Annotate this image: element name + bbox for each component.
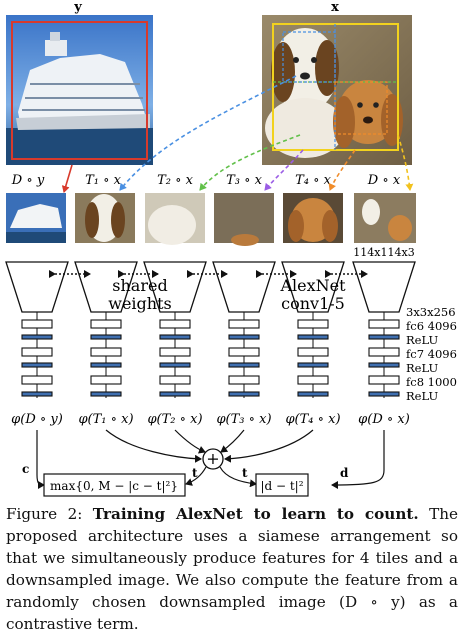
arrow-ship-to-dy: [61, 164, 73, 193]
arrow-tile3: [264, 149, 304, 191]
tile-ship: [6, 193, 66, 243]
tile-dx: [354, 193, 416, 243]
conv-layers: [5, 261, 416, 313]
conv-block-4: [212, 261, 276, 313]
conv-block-1: [5, 261, 69, 313]
tile-label-t1-x: T₁ ∘ x: [85, 173, 122, 188]
layer-label-conv-out: 3x3x256: [406, 305, 456, 319]
ship-image: [6, 15, 153, 165]
arrow-dx: [397, 134, 414, 191]
caption-prefix: Figure 2:: [6, 505, 93, 523]
loss-right-box: |d − t|²: [255, 473, 309, 497]
layer-label-fc6: fc6 4096: [406, 319, 457, 333]
tile-arrows: [61, 75, 414, 193]
loss-left-input-t: t: [192, 466, 198, 480]
size-label: 114x114x3: [353, 246, 414, 259]
feature-t4-x: φ(T₄ ∘ x): [285, 412, 340, 427]
feature-t1-x: φ(T₁ ∘ x): [78, 412, 133, 427]
layer-label-relu-3: ReLU: [406, 389, 438, 403]
fc-stacks: [21, 312, 400, 398]
loss-left-input-c: c: [22, 462, 29, 476]
feature-d-x: φ(D ∘ x): [358, 412, 410, 427]
alexnet-label: AlexNet conv1-5: [279, 276, 346, 313]
sum-node: +: [202, 448, 224, 470]
layer-label-relu-2: ReLU: [406, 361, 438, 375]
layer-label-fc8: fc8 1000: [406, 375, 457, 389]
tile-label-t2-x: T₂ ∘ x: [157, 173, 194, 188]
sum-symbol: +: [206, 449, 219, 468]
label-x: x: [331, 0, 339, 15]
svg-text:AlexNet: AlexNet: [279, 276, 346, 295]
tile-label-t3-x: T₃ ∘ x: [226, 173, 263, 188]
tile-3: [214, 193, 274, 246]
loss-right-input-d: d: [340, 466, 349, 480]
svg-text:weights: weights: [108, 294, 171, 313]
caption-bold: Training AlexNet to learn to count.: [92, 505, 419, 523]
loss-right-formula: |d − t|²: [260, 479, 303, 493]
training-diagram: y x D ∘ y T₁ ∘ x: [5, 0, 457, 497]
tile-label-d-x: D ∘ x: [367, 173, 401, 188]
shared-weights-label: shared weights: [108, 276, 171, 313]
svg-text:shared: shared: [112, 276, 167, 295]
layer-labels: 3x3x256 fc6 4096 ReLU fc7 4096 ReLU fc8 …: [406, 305, 457, 403]
label-y: y: [73, 0, 82, 15]
loss-right-input-t: t: [242, 466, 248, 480]
tile-2: [145, 193, 205, 245]
dogs-image: [262, 15, 412, 165]
figure-caption: Figure 2: Training AlexNet to learn to c…: [6, 503, 458, 635]
feature-t2-x: φ(T₂ ∘ x): [147, 412, 202, 427]
feature-labels: φ(D ∘ y) φ(T₁ ∘ x) φ(T₂ ∘ x) φ(T₃ ∘ x) φ…: [11, 412, 410, 427]
tile-labels: D ∘ y T₁ ∘ x T₂ ∘ x T₃ ∘ x T₄ ∘ x D ∘ x: [11, 173, 401, 188]
layer-label-fc7: fc7 4096: [406, 347, 457, 361]
arrow-tile4: [328, 149, 356, 191]
tile-1: [75, 193, 135, 243]
svg-text:conv1-5: conv1-5: [281, 294, 345, 313]
conv-block-6: [352, 261, 416, 313]
loss-left-box: max{0, M − |c − t|²}: [43, 473, 186, 497]
tiles-row: [6, 193, 416, 246]
tile-label-t4-x: T₄ ∘ x: [295, 173, 332, 188]
tile-label-d-y: D ∘ y: [11, 173, 45, 188]
feature-t3-x: φ(T₃ ∘ x): [216, 412, 271, 427]
sum-arrows: [36, 429, 385, 489]
feature-d-y: φ(D ∘ y): [11, 412, 63, 427]
tile-4: [283, 193, 343, 243]
layer-label-relu-1: ReLU: [406, 333, 438, 347]
caption-text: The proposed architecture uses a siamese…: [6, 505, 458, 633]
loss-left-formula: max{0, M − |c − t|²}: [50, 479, 178, 493]
